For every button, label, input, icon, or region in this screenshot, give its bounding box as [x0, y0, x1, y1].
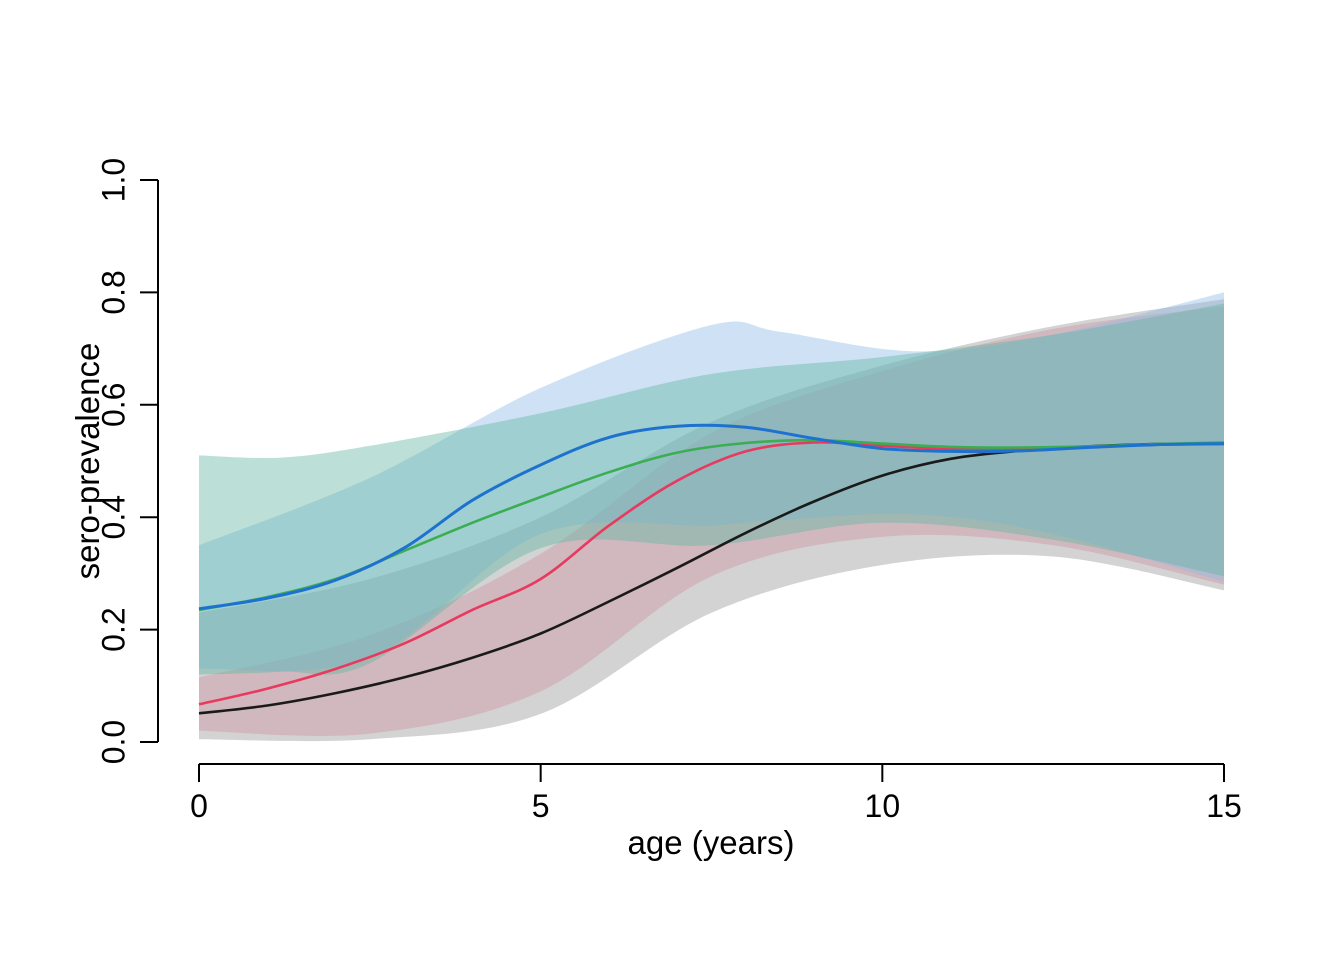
x-tick-label: 0	[190, 788, 208, 824]
y-axis-label: sero-prevalence	[69, 342, 106, 580]
y-tick-label: 1.0	[95, 158, 131, 202]
x-tick-label: 5	[532, 788, 550, 824]
y-tick-label: 0.6	[95, 383, 131, 427]
curve-blue	[198, 423, 1225, 611]
x-tick-label: 15	[1206, 788, 1242, 824]
y-tick-label: 0.0	[95, 720, 131, 764]
x-tick-label: 10	[865, 788, 901, 824]
x-axis-label: age (years)	[627, 824, 795, 861]
y-tick-label: 0.8	[95, 270, 131, 314]
confidence-band-green	[199, 303, 1224, 675]
confidence-band-blue	[199, 292, 1224, 672]
confidence-band-red	[199, 306, 1224, 736]
y-tick-label: 0.2	[95, 607, 131, 651]
confidence-band-black	[199, 299, 1224, 742]
y-tick-label: 0.4	[95, 495, 131, 539]
